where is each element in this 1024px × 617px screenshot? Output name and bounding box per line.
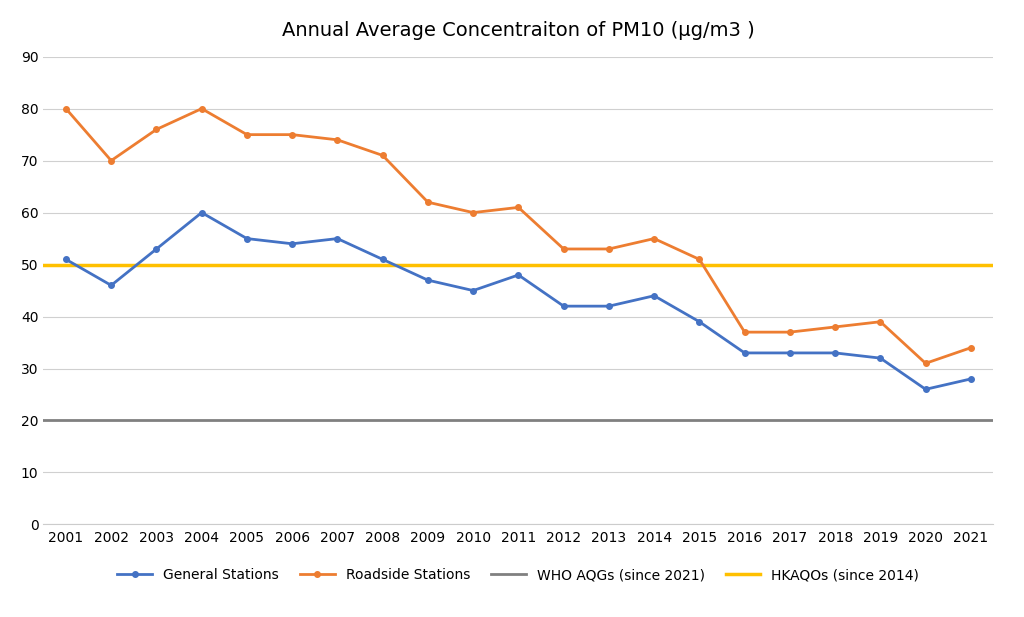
Roadside Stations <box>105 157 118 164</box>
Roadside Stations <box>648 235 660 242</box>
General Stations <box>332 235 344 242</box>
General Stations <box>151 246 163 253</box>
General Stations <box>557 302 569 310</box>
General Stations <box>693 318 706 325</box>
Roadside Stations <box>59 105 72 112</box>
General Stations <box>965 375 977 383</box>
Roadside Stations <box>241 131 253 138</box>
Roadside Stations <box>603 246 615 253</box>
Roadside Stations <box>512 204 524 211</box>
General Stations <box>422 276 434 284</box>
Roadside Stations <box>693 255 706 263</box>
General Stations <box>874 354 887 362</box>
Roadside Stations <box>783 328 796 336</box>
General Stations <box>829 349 842 357</box>
General Stations <box>196 209 208 217</box>
General Stations <box>738 349 751 357</box>
General Stations <box>105 281 118 289</box>
Roadside Stations <box>286 131 298 138</box>
Line: General Stations: General Stations <box>63 210 974 392</box>
General Stations <box>286 240 298 247</box>
Roadside Stations <box>965 344 977 352</box>
General Stations <box>467 287 479 294</box>
Roadside Stations <box>557 246 569 253</box>
General Stations <box>920 386 932 393</box>
Line: Roadside Stations: Roadside Stations <box>63 106 974 366</box>
Legend: General Stations, Roadside Stations, WHO AQGs (since 2021), HKAQOs (since 2014): General Stations, Roadside Stations, WHO… <box>112 563 925 587</box>
General Stations <box>648 292 660 299</box>
Roadside Stations <box>874 318 887 325</box>
Title: Annual Average Concentraiton of PM10 (μg/m3 ): Annual Average Concentraiton of PM10 (μg… <box>282 21 755 40</box>
Roadside Stations <box>377 152 389 159</box>
Roadside Stations <box>151 126 163 133</box>
General Stations <box>59 255 72 263</box>
Roadside Stations <box>920 360 932 367</box>
General Stations <box>783 349 796 357</box>
General Stations <box>512 271 524 279</box>
General Stations <box>241 235 253 242</box>
General Stations <box>603 302 615 310</box>
Roadside Stations <box>332 136 344 144</box>
Roadside Stations <box>829 323 842 331</box>
Roadside Stations <box>467 209 479 217</box>
Roadside Stations <box>422 199 434 206</box>
General Stations <box>377 255 389 263</box>
Roadside Stations <box>196 105 208 112</box>
Roadside Stations <box>738 328 751 336</box>
